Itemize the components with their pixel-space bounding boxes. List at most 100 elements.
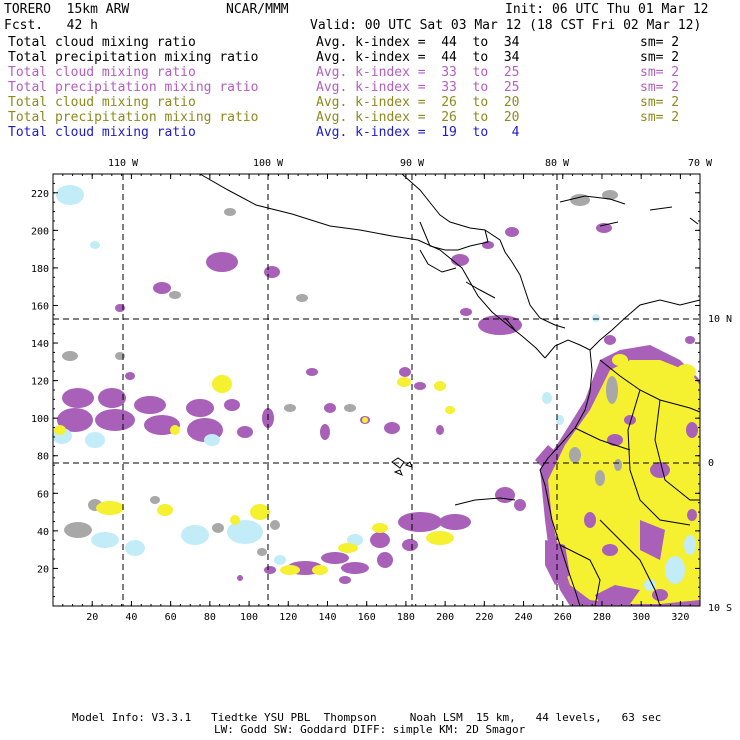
y-tick-label: 120 [31, 377, 49, 388]
y-tick-label: 180 [31, 264, 49, 275]
purple-cloud-cell [567, 595, 583, 605]
coastline [544, 299, 701, 359]
yellow-cloud-cell [280, 565, 300, 575]
purple-cloud-cell [306, 368, 318, 376]
legend-row: Total precipitation mixing ratio Avg. k-i… [8, 50, 728, 65]
legend-row: Total cloud mixing ratio Avg. k-index = 4… [8, 35, 728, 50]
longitude-label: 100 W [253, 158, 284, 169]
coastline [539, 349, 593, 607]
gray-cloud-cell [570, 194, 590, 206]
gray-cloud-cell [595, 470, 605, 486]
purple-cloud-cell [370, 532, 390, 548]
purple-cloud-cell [514, 499, 526, 511]
legend-sm: sm= 2 [640, 95, 680, 110]
coastline [599, 359, 701, 413]
purple-cloud-cell [495, 487, 515, 503]
purple-cloud-cell [398, 512, 442, 532]
purple-cloud-cell [264, 566, 276, 574]
x-tick-label: 60 [165, 612, 177, 623]
x-tick-label: 100 [240, 612, 258, 623]
purple-cloud-cell [607, 434, 623, 446]
purple-cloud-cell [414, 382, 426, 390]
lightblue-cloud-cell [227, 520, 263, 544]
latitude-label: 10 S [708, 603, 732, 614]
y-tick-label: 40 [37, 527, 49, 538]
yellow-cloud-cell [250, 504, 270, 520]
legend-sm: sm= 2 [640, 35, 680, 50]
purple-cloud-field [545, 540, 570, 585]
yellow-cloud-cell [212, 375, 232, 393]
physics-info: LW: Godd SW: Goddard DIFF: simple KM: 2D… [214, 723, 526, 736]
gray-cloud-cell [614, 459, 622, 471]
gray-cloud-cell [212, 523, 224, 533]
purple-cloud-cell [685, 336, 695, 344]
purple-cloud-cell [602, 544, 618, 556]
lightblue-cloud-cell [347, 534, 363, 546]
lightblue-cloud-cell [592, 314, 600, 322]
purple-cloud-cell [652, 589, 668, 601]
yellow-cloud-cell [372, 523, 388, 533]
purple-cloud-cell [384, 422, 400, 434]
coastline [654, 399, 700, 501]
x-tick-label: 200 [436, 612, 454, 623]
legend-kindex: Avg. k-index = 33 to 25 [316, 80, 520, 95]
purple-cloud-cell [399, 367, 411, 377]
purple-cloud-cell [596, 223, 612, 233]
legend-row: Total precipitation mixing ratio Avg. k-i… [8, 80, 728, 95]
yellow-cloud-cell [170, 425, 180, 435]
yellow-cloud-cell [397, 377, 411, 387]
model-info: Model Info: V3.3.1 Tiedtke YSU PBL Thomp… [72, 711, 662, 724]
y-tick-label: 20 [37, 564, 49, 575]
gray-cloud-cell [257, 548, 267, 556]
coastline [574, 427, 631, 451]
purple-cloud-cell [321, 552, 349, 564]
x-tick-label: 120 [279, 612, 297, 623]
purple-cloud-cell [95, 409, 135, 431]
coastline [419, 249, 457, 273]
y-tick-label: 200 [31, 226, 49, 237]
y-tick-label: 160 [31, 301, 49, 312]
purple-cloud-cell [451, 254, 469, 266]
x-tick-label: 280 [593, 612, 611, 623]
lightblue-cloud-cell [56, 185, 84, 205]
latitude-label: 10 N [708, 314, 732, 325]
legend-field: Total cloud mixing ratio [8, 95, 196, 110]
yellow-cloud-cell [230, 515, 240, 525]
organization: NCAR/MMM [226, 2, 289, 17]
purple-cloud-cell [62, 388, 94, 408]
purple-cloud-cell [186, 399, 214, 417]
coastline [199, 173, 546, 359]
purple-cloud-cell [237, 426, 253, 438]
coastline [559, 195, 626, 205]
gray-cloud-cell [224, 208, 236, 216]
coastline [504, 317, 516, 331]
legend-sm: sm= 2 [640, 65, 680, 80]
coastline [393, 469, 403, 476]
purple-cloud-cell [206, 252, 238, 272]
yellow-cloud-cell [338, 543, 358, 553]
legend-kindex: Avg. k-index = 44 to 34 [316, 35, 520, 50]
x-tick-label: 160 [358, 612, 376, 623]
gray-cloud-cell [602, 190, 618, 200]
lightblue-cloud-cell [91, 532, 119, 548]
y-tick-label: 60 [37, 489, 49, 500]
coastline [559, 544, 601, 607]
legend-row: Total precipitation mixing ratio Avg. k-i… [8, 110, 728, 125]
yellow-cloud-cell [445, 406, 455, 414]
x-tick-label: 20 [86, 612, 98, 623]
x-tick-label: 240 [515, 612, 533, 623]
x-tick-label: 220 [475, 612, 493, 623]
lightblue-cloud-cell [556, 415, 564, 425]
purple-cloud-cell [439, 514, 471, 530]
yellow-cloud-cell [312, 565, 328, 575]
longitude-label: 80 W [545, 158, 570, 169]
purple-cloud-field [640, 520, 665, 560]
coastline [454, 497, 516, 506]
purple-cloud-cell [224, 399, 240, 411]
yellow-cloud-cell [426, 531, 454, 545]
purple-cloud-cell [153, 282, 171, 294]
coastline [391, 457, 405, 469]
purple-cloud-cell [134, 396, 166, 414]
purple-cloud-cell [339, 576, 351, 584]
